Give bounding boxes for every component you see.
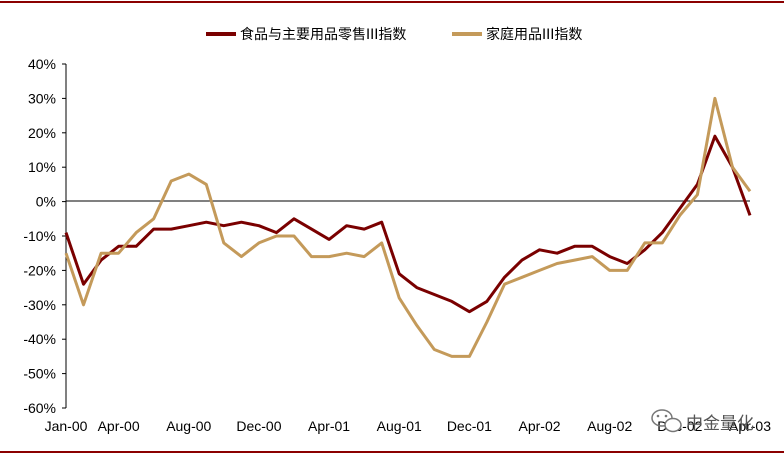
y-tick-label: -10%	[23, 228, 56, 244]
x-tick-label: Jan-00	[45, 418, 88, 434]
watermark: 中金量化	[651, 409, 754, 434]
wechat-icon	[651, 409, 682, 433]
x-tick-label: Apr-03	[729, 418, 771, 434]
y-tick-label: -30%	[23, 297, 56, 313]
y-tick-label: 20%	[28, 125, 56, 141]
y-tick-label: -60%	[23, 400, 56, 416]
legend-label-1: 家庭用品III指数	[486, 26, 582, 43]
legend-label-0: 食品与主要用品零售III指数	[240, 26, 406, 43]
x-tick-label: Apr-01	[308, 418, 350, 434]
x-tick-label: Apr-00	[98, 418, 140, 434]
y-tick-label: 40%	[28, 56, 56, 72]
watermark-text: 中金量化	[686, 414, 754, 434]
x-tick-label: Apr-02	[519, 418, 561, 434]
y-tick-label: -50%	[23, 366, 56, 382]
y-tick-label: -40%	[23, 331, 56, 347]
x-tick-label: Aug-00	[166, 418, 211, 434]
y-tick-label: -20%	[23, 262, 56, 278]
x-tick-label: Dec-01	[447, 418, 492, 434]
series-line-0	[64, 134, 752, 314]
y-tick-label: 30%	[28, 90, 56, 106]
legend: 食品与主要用品零售III指数 家庭用品III指数	[206, 26, 582, 43]
series-layer	[64, 96, 752, 358]
x-tick-label: Aug-02	[587, 418, 632, 434]
y-tick-label: 10%	[28, 159, 56, 175]
x-tick-label: Dec-00	[236, 418, 281, 434]
y-tick-labels: 40% 30% 20% 10% 0% -10% -20% -30% -40% -50% -60%	[23, 56, 66, 416]
series-line-1	[64, 96, 752, 358]
x-tick-label: Aug-01	[377, 418, 422, 434]
x-tick-labels: Jan-00 Apr-00 Aug-00 Dec-00 Apr-01 Aug-01 Dec-…	[45, 418, 772, 434]
y-tick-label: 0%	[36, 194, 56, 210]
